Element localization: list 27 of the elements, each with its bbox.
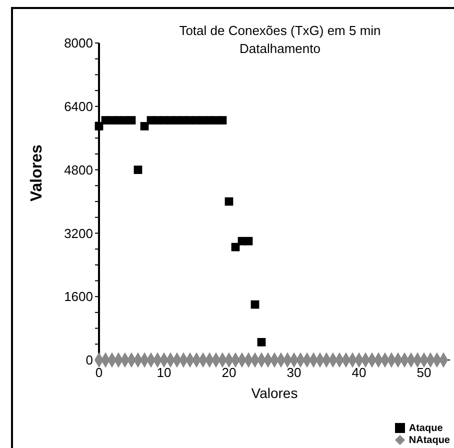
- x-tick-label: 30: [286, 365, 302, 380]
- y-tick-label: 8000: [64, 36, 93, 51]
- y-tick-label: 3200: [64, 226, 93, 241]
- point: [94, 122, 104, 130]
- point: [140, 122, 149, 130]
- legend-label: Ataque: [408, 422, 443, 434]
- chart-title: Total de Conexões (TxG) em 5 min Datalhamento: [178, 22, 382, 58]
- x-tick-label: 40: [352, 365, 366, 380]
- point: [127, 116, 136, 124]
- x-tick-label: 0: [95, 365, 103, 380]
- y-tick-label: 0: [86, 352, 93, 368]
- point: [224, 197, 234, 206]
- point: [231, 242, 240, 252]
- legend-label: NAtaque: [408, 434, 450, 446]
- y-tick-label: 1600: [64, 289, 93, 304]
- y-axis-title: Valores: [28, 144, 46, 202]
- y-tick-label: 6400: [64, 99, 93, 114]
- x-tick-label: 50: [416, 365, 432, 380]
- y-tick-label: 4800: [64, 162, 93, 178]
- point: [244, 236, 253, 246]
- point: [218, 116, 227, 124]
- point: [134, 166, 142, 174]
- x-tick-label: 20: [222, 365, 236, 380]
- point: [257, 338, 266, 346]
- x-axis-title: Valores: [251, 384, 298, 401]
- point: [250, 300, 260, 309]
- x-tick-label: 10: [156, 365, 172, 380]
